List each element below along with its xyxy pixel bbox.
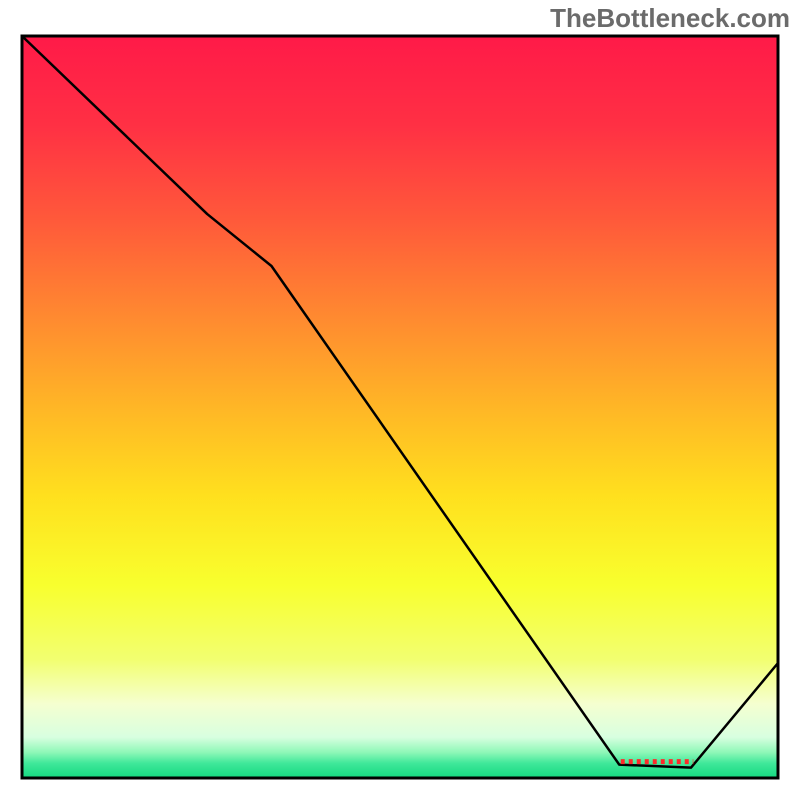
figure-root: { "watermark": { "text": "TheBottleneck.… <box>0 0 800 800</box>
chart-svg <box>0 0 800 800</box>
plot-background <box>22 36 778 778</box>
chart-container <box>0 0 800 800</box>
